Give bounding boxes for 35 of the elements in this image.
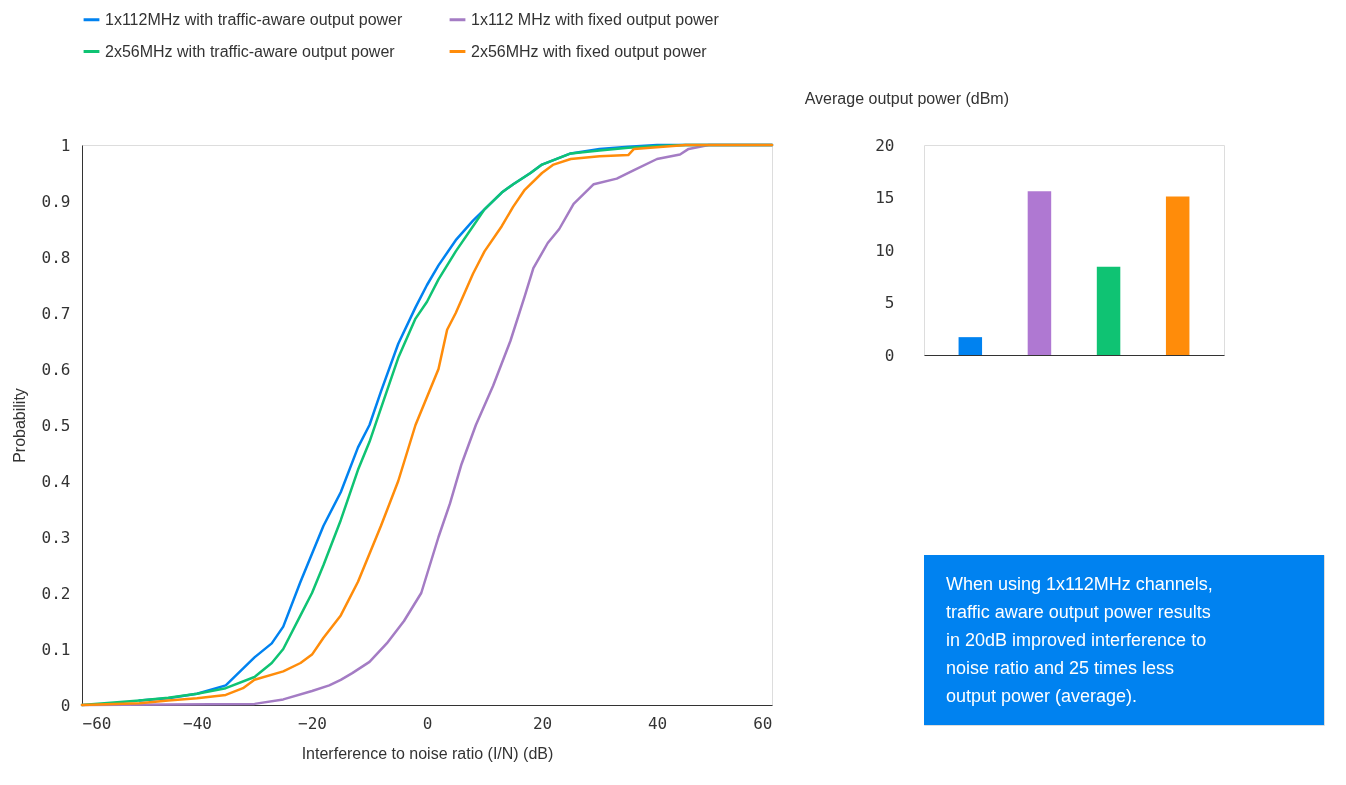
bar — [1165, 196, 1190, 355]
y-tick-label: 20 — [875, 135, 895, 155]
y-tick-label: 0.7 — [41, 303, 71, 323]
bar — [1027, 191, 1052, 355]
x-tick-label: −40 — [183, 713, 212, 733]
x-tick-label: 40 — [647, 713, 668, 733]
y-tick-label: 1 — [60, 135, 71, 155]
x-tick-label: −20 — [298, 713, 327, 733]
legend-label: 2x56MHz with traffic-aware output power — [105, 42, 396, 60]
y-tick-label: 0 — [884, 345, 895, 365]
legend-label: 1x112MHz with traffic-aware output power — [105, 10, 403, 28]
text: When using 1x112MHz channels, traffic aware output power results in 20dB improved interference to noise ratio and 25 times less output power (average). — [946, 574, 1213, 706]
y-tick-label: 0.5 — [41, 415, 71, 435]
legend-label: 1x112 MHz with fixed output power — [471, 10, 720, 28]
y-tick-label: 0.1 — [41, 639, 71, 659]
y-tick-label: 0 — [60, 695, 71, 715]
y-axis-title: Probability — [10, 388, 28, 463]
y-tick-label: 0.6 — [41, 359, 71, 379]
bar — [958, 337, 983, 355]
y-tick-label: 0.2 — [41, 583, 71, 603]
y-tick-label: 10 — [875, 240, 895, 260]
x-tick-label: 20 — [532, 713, 553, 733]
y-tick-label: 0.9 — [41, 191, 71, 211]
bar — [1096, 266, 1121, 355]
x-tick-label: −60 — [82, 713, 112, 733]
x-axis-title: Interference to noise ratio (I/N) (dB) — [301, 744, 554, 762]
legend-label: 2x56MHz with fixed output power — [471, 42, 708, 60]
y-tick-label: 15 — [875, 188, 895, 207]
y-tick-label: 0.3 — [41, 527, 71, 547]
y-tick-label: 0.4 — [41, 471, 71, 491]
y-tick-label: 5 — [884, 293, 895, 312]
y-tick-label: 0.8 — [41, 247, 71, 267]
chart-title: Average output power (dBm) — [804, 90, 1009, 107]
x-tick-label: 0 — [422, 713, 433, 733]
x-tick-label: 60 — [753, 713, 773, 733]
